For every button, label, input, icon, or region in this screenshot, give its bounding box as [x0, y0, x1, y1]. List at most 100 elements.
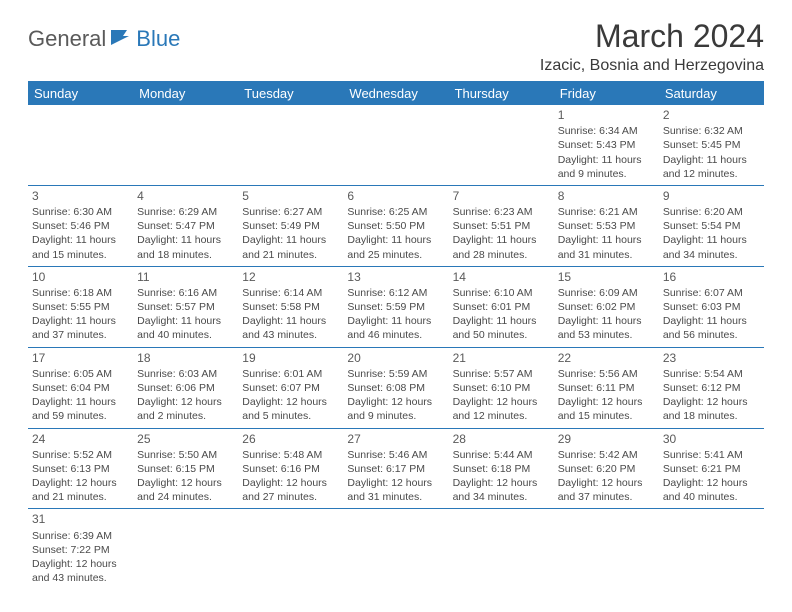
sunset-line: Sunset: 6:18 PM: [453, 462, 550, 476]
day-number: 29: [558, 431, 655, 447]
daylight-line: Daylight: 11 hours and 40 minutes.: [137, 314, 234, 342]
sunrise-line: Sunrise: 6:29 AM: [137, 205, 234, 219]
daylight-line: Daylight: 12 hours and 40 minutes.: [663, 476, 760, 504]
sunrise-line: Sunrise: 6:07 AM: [663, 286, 760, 300]
daylight-line: Daylight: 12 hours and 15 minutes.: [558, 395, 655, 423]
calendar-row: 24Sunrise: 5:52 AMSunset: 6:13 PMDayligh…: [28, 428, 764, 509]
day-number: 15: [558, 269, 655, 285]
day-number: 11: [137, 269, 234, 285]
day-number: 28: [453, 431, 550, 447]
sunset-line: Sunset: 5:59 PM: [347, 300, 444, 314]
calendar-cell: [449, 509, 554, 589]
month-title: March 2024: [540, 18, 764, 55]
calendar-cell: 9Sunrise: 6:20 AMSunset: 5:54 PMDaylight…: [659, 185, 764, 266]
calendar-row: 31Sunrise: 6:39 AMSunset: 7:22 PMDayligh…: [28, 509, 764, 589]
sunrise-line: Sunrise: 5:59 AM: [347, 367, 444, 381]
daylight-line: Daylight: 12 hours and 34 minutes.: [453, 476, 550, 504]
day-number: 14: [453, 269, 550, 285]
sunrise-line: Sunrise: 6:20 AM: [663, 205, 760, 219]
calendar-cell: 13Sunrise: 6:12 AMSunset: 5:59 PMDayligh…: [343, 266, 448, 347]
daylight-line: Daylight: 12 hours and 21 minutes.: [32, 476, 129, 504]
location-text: Izacic, Bosnia and Herzegovina: [540, 57, 764, 75]
sunset-line: Sunset: 6:06 PM: [137, 381, 234, 395]
daylight-line: Daylight: 12 hours and 12 minutes.: [453, 395, 550, 423]
day-number: 18: [137, 350, 234, 366]
sunset-line: Sunset: 6:08 PM: [347, 381, 444, 395]
calendar-table: SundayMondayTuesdayWednesdayThursdayFrid…: [28, 81, 764, 589]
calendar-cell: 23Sunrise: 5:54 AMSunset: 6:12 PMDayligh…: [659, 347, 764, 428]
daylight-line: Daylight: 11 hours and 21 minutes.: [242, 233, 339, 261]
sunset-line: Sunset: 6:07 PM: [242, 381, 339, 395]
calendar-cell: 29Sunrise: 5:42 AMSunset: 6:20 PMDayligh…: [554, 428, 659, 509]
calendar-cell: 22Sunrise: 5:56 AMSunset: 6:11 PMDayligh…: [554, 347, 659, 428]
calendar-cell: [343, 105, 448, 185]
sunset-line: Sunset: 6:12 PM: [663, 381, 760, 395]
sunrise-line: Sunrise: 6:21 AM: [558, 205, 655, 219]
weekday-header: Thursday: [449, 81, 554, 105]
day-number: 17: [32, 350, 129, 366]
daylight-line: Daylight: 12 hours and 27 minutes.: [242, 476, 339, 504]
daylight-line: Daylight: 11 hours and 31 minutes.: [558, 233, 655, 261]
sunset-line: Sunset: 5:58 PM: [242, 300, 339, 314]
sunset-line: Sunset: 6:20 PM: [558, 462, 655, 476]
day-number: 2: [663, 107, 760, 123]
sunset-line: Sunset: 6:16 PM: [242, 462, 339, 476]
calendar-cell: 16Sunrise: 6:07 AMSunset: 6:03 PMDayligh…: [659, 266, 764, 347]
logo: General Blue: [28, 26, 180, 52]
daylight-line: Daylight: 11 hours and 34 minutes.: [663, 233, 760, 261]
sunrise-line: Sunrise: 6:27 AM: [242, 205, 339, 219]
sunrise-line: Sunrise: 6:30 AM: [32, 205, 129, 219]
day-number: 21: [453, 350, 550, 366]
sunrise-line: Sunrise: 5:42 AM: [558, 448, 655, 462]
day-number: 8: [558, 188, 655, 204]
sunset-line: Sunset: 6:01 PM: [453, 300, 550, 314]
sunset-line: Sunset: 6:15 PM: [137, 462, 234, 476]
day-number: 19: [242, 350, 339, 366]
sunrise-line: Sunrise: 6:18 AM: [32, 286, 129, 300]
calendar-cell: 1Sunrise: 6:34 AMSunset: 5:43 PMDaylight…: [554, 105, 659, 185]
calendar-cell: [554, 509, 659, 589]
weekday-header: Sunday: [28, 81, 133, 105]
calendar-cell: 17Sunrise: 6:05 AMSunset: 6:04 PMDayligh…: [28, 347, 133, 428]
sunrise-line: Sunrise: 5:57 AM: [453, 367, 550, 381]
calendar-cell: 19Sunrise: 6:01 AMSunset: 6:07 PMDayligh…: [238, 347, 343, 428]
daylight-line: Daylight: 12 hours and 9 minutes.: [347, 395, 444, 423]
sunset-line: Sunset: 6:02 PM: [558, 300, 655, 314]
calendar-cell: 20Sunrise: 5:59 AMSunset: 6:08 PMDayligh…: [343, 347, 448, 428]
daylight-line: Daylight: 11 hours and 50 minutes.: [453, 314, 550, 342]
calendar-cell: 5Sunrise: 6:27 AMSunset: 5:49 PMDaylight…: [238, 185, 343, 266]
calendar-cell: [133, 105, 238, 185]
header: General Blue March 2024 Izacic, Bosnia a…: [28, 18, 764, 75]
day-number: 27: [347, 431, 444, 447]
calendar-cell: [238, 509, 343, 589]
sunrise-line: Sunrise: 6:16 AM: [137, 286, 234, 300]
daylight-line: Daylight: 11 hours and 43 minutes.: [242, 314, 339, 342]
day-number: 5: [242, 188, 339, 204]
calendar-cell: [449, 105, 554, 185]
sunrise-line: Sunrise: 6:12 AM: [347, 286, 444, 300]
calendar-cell: 6Sunrise: 6:25 AMSunset: 5:50 PMDaylight…: [343, 185, 448, 266]
calendar-cell: [659, 509, 764, 589]
day-number: 3: [32, 188, 129, 204]
calendar-cell: 15Sunrise: 6:09 AMSunset: 6:02 PMDayligh…: [554, 266, 659, 347]
sunrise-line: Sunrise: 6:09 AM: [558, 286, 655, 300]
daylight-line: Daylight: 11 hours and 59 minutes.: [32, 395, 129, 423]
sunrise-line: Sunrise: 5:41 AM: [663, 448, 760, 462]
sunset-line: Sunset: 5:54 PM: [663, 219, 760, 233]
day-number: 20: [347, 350, 444, 366]
title-block: March 2024 Izacic, Bosnia and Herzegovin…: [540, 18, 764, 75]
calendar-cell: 21Sunrise: 5:57 AMSunset: 6:10 PMDayligh…: [449, 347, 554, 428]
daylight-line: Daylight: 12 hours and 2 minutes.: [137, 395, 234, 423]
sunset-line: Sunset: 6:03 PM: [663, 300, 760, 314]
day-number: 24: [32, 431, 129, 447]
weekday-header: Monday: [133, 81, 238, 105]
weekday-header: Wednesday: [343, 81, 448, 105]
calendar-cell: [133, 509, 238, 589]
day-number: 13: [347, 269, 444, 285]
daylight-line: Daylight: 11 hours and 46 minutes.: [347, 314, 444, 342]
day-number: 30: [663, 431, 760, 447]
sunset-line: Sunset: 5:50 PM: [347, 219, 444, 233]
logo-text-general: General: [28, 26, 106, 52]
day-number: 16: [663, 269, 760, 285]
sunrise-line: Sunrise: 6:39 AM: [32, 529, 129, 543]
